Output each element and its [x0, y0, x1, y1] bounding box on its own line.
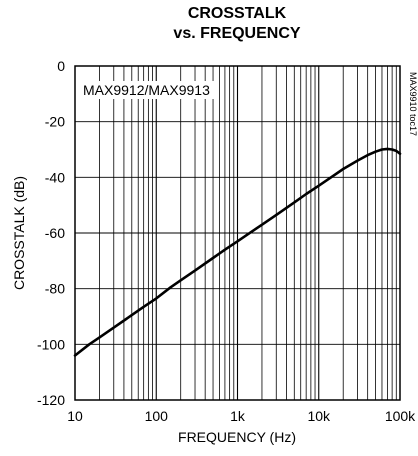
y-tick-labels: 0 -20 -40 -60 -80 -100 -120: [37, 58, 65, 408]
x-tick-label: 100: [145, 408, 169, 424]
chart-title-line2: vs. FREQUENCY: [173, 25, 300, 42]
annotation-background: [79, 81, 219, 99]
x-tick-label: 100k: [385, 408, 416, 424]
x-tick-label: 1k: [230, 408, 246, 424]
x-tick-label: 10k: [307, 408, 331, 424]
series-layer: [73, 147, 402, 357]
y-tick-label: -60: [45, 225, 65, 241]
figure-id-label: MAX9910 toc17: [408, 72, 418, 136]
grid-layer: [75, 66, 400, 400]
x-tick-label: 10: [67, 408, 83, 424]
x-axis-label: FREQUENCY (Hz): [178, 429, 296, 445]
chart-title-line1: CROSSTALK: [188, 5, 287, 22]
model-annotation: MAX9912/MAX9913: [83, 82, 210, 98]
y-tick-label: -20: [45, 114, 65, 130]
y-tick-label: -100: [37, 336, 65, 352]
y-tick-label: 0: [57, 58, 65, 74]
y-tick-label: -120: [37, 392, 65, 408]
y-tick-label: -40: [45, 169, 65, 185]
y-axis-label: CROSSTALK (dB): [11, 176, 27, 290]
x-tick-labels: 10 100 1k 10k 100k: [67, 408, 416, 424]
y-tick-label: -80: [45, 281, 65, 297]
crosstalk-series-line: [73, 147, 402, 357]
